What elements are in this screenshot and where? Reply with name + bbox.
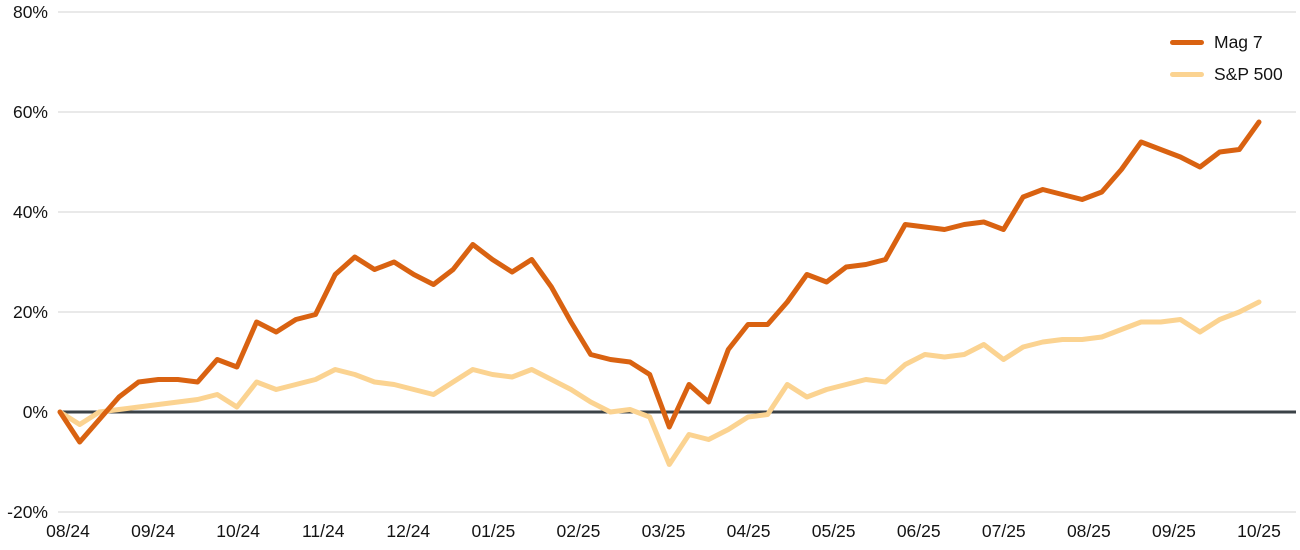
mag7-line [57, 119, 1262, 445]
x-axis-label: 08/24 [46, 521, 90, 541]
x-axis-label: 06/25 [897, 521, 941, 541]
x-axis-label: 07/25 [982, 521, 1026, 541]
x-axis-label: 11/24 [302, 521, 345, 541]
y-axis-label: 60% [13, 102, 48, 122]
legend-item-sp500: S&P 500 [1170, 64, 1283, 84]
x-axis-labels: 08/24 09/24 10/24 11/24 12/24 01/25 02/25 03/25… [46, 521, 1281, 541]
legend-item-mag7: Mag 7 [1170, 32, 1263, 52]
mag7-legend-swatch [1170, 40, 1204, 46]
x-axis-label: 02/25 [557, 521, 601, 541]
mag7-legend-label: Mag 7 [1214, 32, 1263, 52]
x-axis-label: 10/25 [1237, 521, 1281, 541]
x-axis-label: 10/24 [216, 521, 260, 541]
x-axis-label: 01/25 [471, 521, 515, 541]
sp500-legend-label: S&P 500 [1214, 64, 1283, 84]
series-lines [57, 119, 1262, 467]
y-axis-label: -20% [7, 502, 48, 522]
y-axis-labels: 80% 60% 40% 20% 0% -20% [7, 2, 48, 522]
x-axis-label: 12/24 [386, 521, 430, 541]
x-axis-label: 08/25 [1067, 521, 1111, 541]
sp500-line [57, 299, 1262, 467]
x-axis-label: 05/25 [812, 521, 856, 541]
x-axis-label: 03/25 [642, 521, 686, 541]
y-axis-label: 20% [13, 302, 48, 322]
x-axis-label: 09/25 [1152, 521, 1196, 541]
x-axis-label: 09/24 [131, 521, 175, 541]
x-axis-label: 04/25 [727, 521, 771, 541]
gridlines [58, 11, 1296, 513]
y-axis-label: 0% [23, 402, 48, 422]
y-axis-label: 40% [13, 202, 48, 222]
sp500-legend-swatch [1170, 72, 1204, 78]
y-axis-label: 80% [13, 2, 48, 22]
